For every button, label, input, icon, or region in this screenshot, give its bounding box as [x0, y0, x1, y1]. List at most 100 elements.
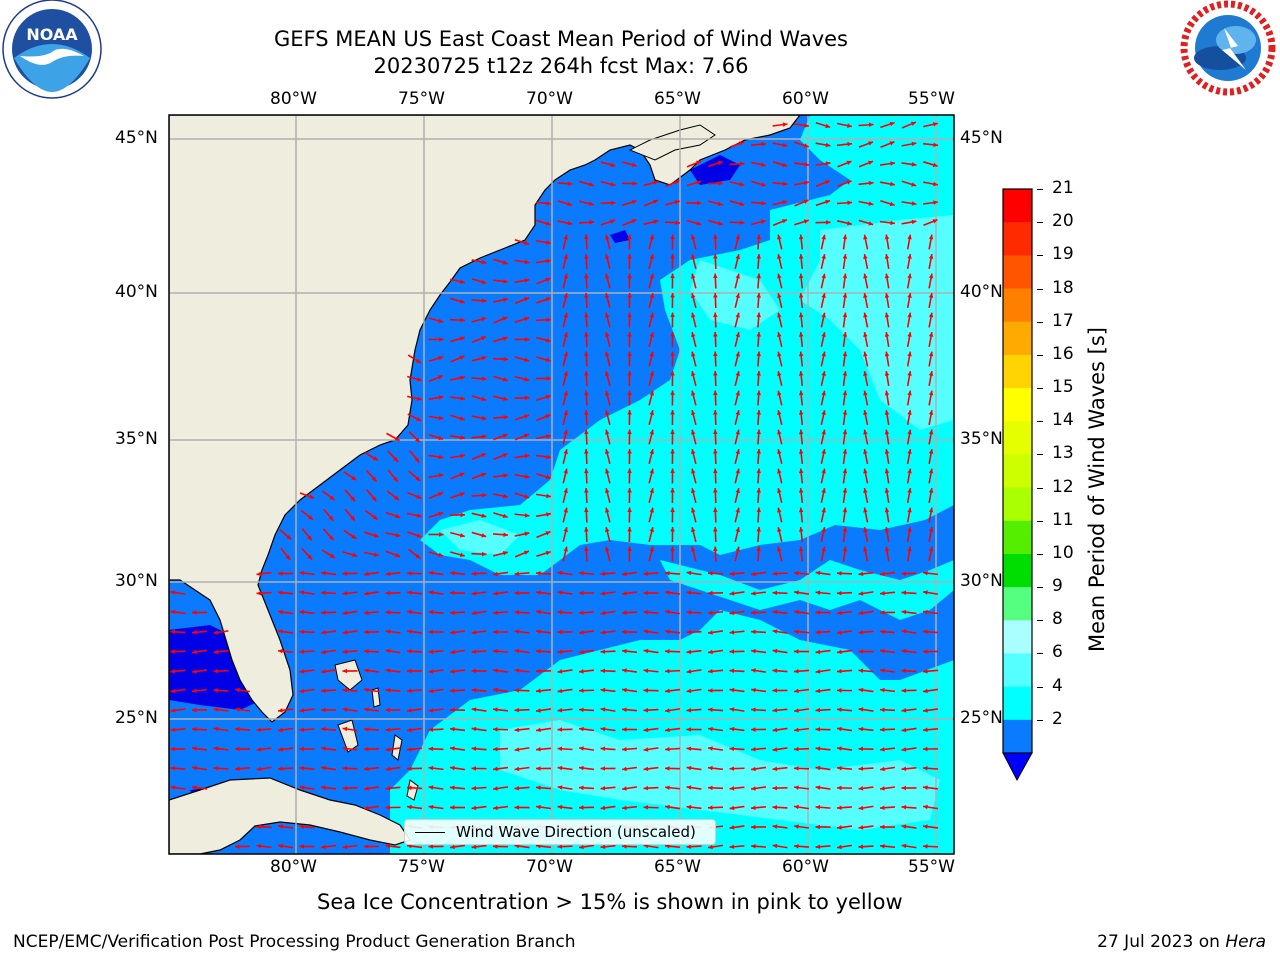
colorbar-tick-mark	[1037, 520, 1043, 522]
wind-wave-arrowhead	[460, 512, 465, 518]
wind-wave-arrowhead	[600, 571, 606, 576]
wind-wave-arrowhead	[610, 182, 616, 187]
wind-wave-arrowhead	[622, 786, 627, 791]
wind-wave-arrowhead	[928, 488, 934, 493]
colorbar-tick-label: 17	[1052, 310, 1074, 331]
wind-wave-arrowhead	[557, 844, 563, 849]
wind-wave-arrowhead	[557, 727, 562, 732]
wind-wave-arrowhead	[627, 390, 632, 396]
wind-wave-arrowhead	[557, 746, 563, 752]
wind-wave-arrowhead	[928, 332, 934, 337]
wind-wave-arrowhead	[772, 590, 778, 596]
wind-wave-arrowhead	[863, 293, 868, 298]
wind-wave-arrowhead	[798, 449, 804, 454]
wind-wave-arrowhead	[459, 552, 465, 557]
wind-wave-arrowhead	[385, 668, 391, 673]
wind-wave-arrowhead	[170, 669, 176, 674]
wind-wave-arrowhead	[729, 687, 735, 693]
wind-wave-arrowhead	[928, 371, 934, 376]
wind-wave-arrowhead	[579, 630, 584, 635]
wind-wave-arrowhead	[299, 629, 305, 635]
wind-wave-arrowhead	[825, 161, 831, 166]
wind-wave-arrowhead	[665, 570, 670, 576]
colorbar-cell	[1003, 454, 1032, 489]
wind-wave-arrowhead	[772, 785, 778, 791]
wind-wave-arrowhead	[278, 747, 283, 752]
wind-wave-arrowhead	[256, 747, 262, 752]
wind-wave-arrowhead	[563, 507, 568, 513]
wind-wave-arrowhead	[751, 571, 756, 577]
wind-wave-arrowhead	[665, 629, 670, 634]
wind-wave-arrowhead	[557, 590, 563, 595]
wind-wave-arrowhead	[299, 844, 304, 849]
wind-wave-arrowhead	[837, 726, 842, 732]
wind-wave-arrowhead	[923, 688, 928, 694]
wind-wave-arrowhead	[911, 182, 917, 187]
wind-wave-arrowhead	[649, 293, 654, 299]
wind-wave-arrowhead	[600, 786, 606, 791]
wind-wave-arrowhead	[756, 254, 761, 259]
wind-wave-arrows	[170, 121, 939, 850]
wind-wave-arrowhead	[299, 727, 305, 732]
wind-wave-arrowhead	[686, 765, 692, 771]
wind-wave-arrowhead	[821, 351, 826, 357]
wind-wave-arrowhead	[708, 688, 713, 693]
wind-wave-arrowhead	[691, 332, 696, 338]
wind-wave-arrowhead	[837, 610, 842, 616]
wind-wave-arrowhead	[884, 429, 890, 435]
wind-wave-arrowhead	[627, 449, 632, 454]
wind-wave-arrowhead	[777, 293, 782, 299]
wind-wave-arrowhead	[911, 162, 917, 167]
wind-wave-arrowhead	[321, 765, 326, 771]
wind-wave-arrowhead	[385, 571, 391, 577]
wind-wave-arrowhead	[798, 507, 804, 513]
wind-wave-arrowhead	[670, 468, 675, 473]
wind-wave-arrowhead	[825, 220, 831, 225]
wind-wave-arrowhead	[481, 493, 487, 498]
wind-wave-arrowhead	[691, 410, 696, 416]
wind-wave-arrowhead	[842, 468, 848, 474]
wind-wave-arrowhead	[794, 746, 799, 752]
wind-wave-arrowhead	[907, 449, 912, 454]
wind-wave-arrowhead	[350, 496, 355, 502]
wind-wave-arrowhead	[739, 161, 745, 167]
wind-wave-arrowhead	[428, 649, 434, 654]
wind-wave-arrowhead	[364, 610, 369, 616]
wind-wave-arrowhead	[342, 649, 348, 655]
wind-wave-arrowhead	[514, 648, 520, 654]
wind-wave-arrowhead	[471, 630, 477, 635]
wind-wave-arrowhead	[756, 468, 761, 474]
colorbar-cell	[1003, 553, 1032, 588]
wind-wave-arrowhead	[299, 570, 305, 576]
colorbar-title: Mean Period of Wind Waves [s]	[1085, 327, 1109, 652]
wind-wave-arrowhead	[794, 688, 799, 694]
wind-wave-arrowhead	[837, 844, 842, 850]
wind-wave-arrowhead	[256, 843, 262, 849]
wind-wave-arrowhead	[756, 488, 761, 493]
lon-label-bottom: 80°W	[270, 857, 317, 877]
wind-wave-arrowhead	[777, 468, 782, 474]
wind-wave-arrowhead	[584, 507, 589, 513]
wind-wave-arrowhead	[622, 610, 627, 615]
wind-wave-arrowhead	[751, 629, 756, 635]
wind-wave-arrowhead	[821, 273, 826, 279]
wind-wave-arrowhead	[471, 687, 477, 693]
wind-wave-arrowhead	[649, 234, 654, 240]
wind-wave-arrowhead	[524, 259, 530, 265]
wind-wave-arrowhead	[631, 199, 637, 205]
wind-wave-arrowhead	[256, 727, 262, 732]
wind-wave-arrowhead	[798, 488, 804, 493]
wind-wave-arrowhead	[584, 293, 589, 298]
wind-wave-arrowhead	[450, 610, 455, 615]
wind-wave-arrowhead	[342, 707, 348, 712]
wind-wave-arrowhead	[285, 554, 291, 560]
wind-wave-arrowhead	[884, 527, 890, 532]
wind-wave-arrowhead	[708, 785, 713, 791]
wind-wave-arrowhead	[536, 785, 541, 791]
wind-wave-arrowhead	[415, 554, 421, 559]
wind-wave-arrowhead	[815, 746, 821, 751]
wind-wave-arrowhead	[192, 765, 197, 771]
wind-wave-arrowhead	[842, 527, 848, 532]
wind-wave-arrowhead	[438, 552, 444, 558]
wind-wave-arrowhead	[481, 533, 487, 538]
